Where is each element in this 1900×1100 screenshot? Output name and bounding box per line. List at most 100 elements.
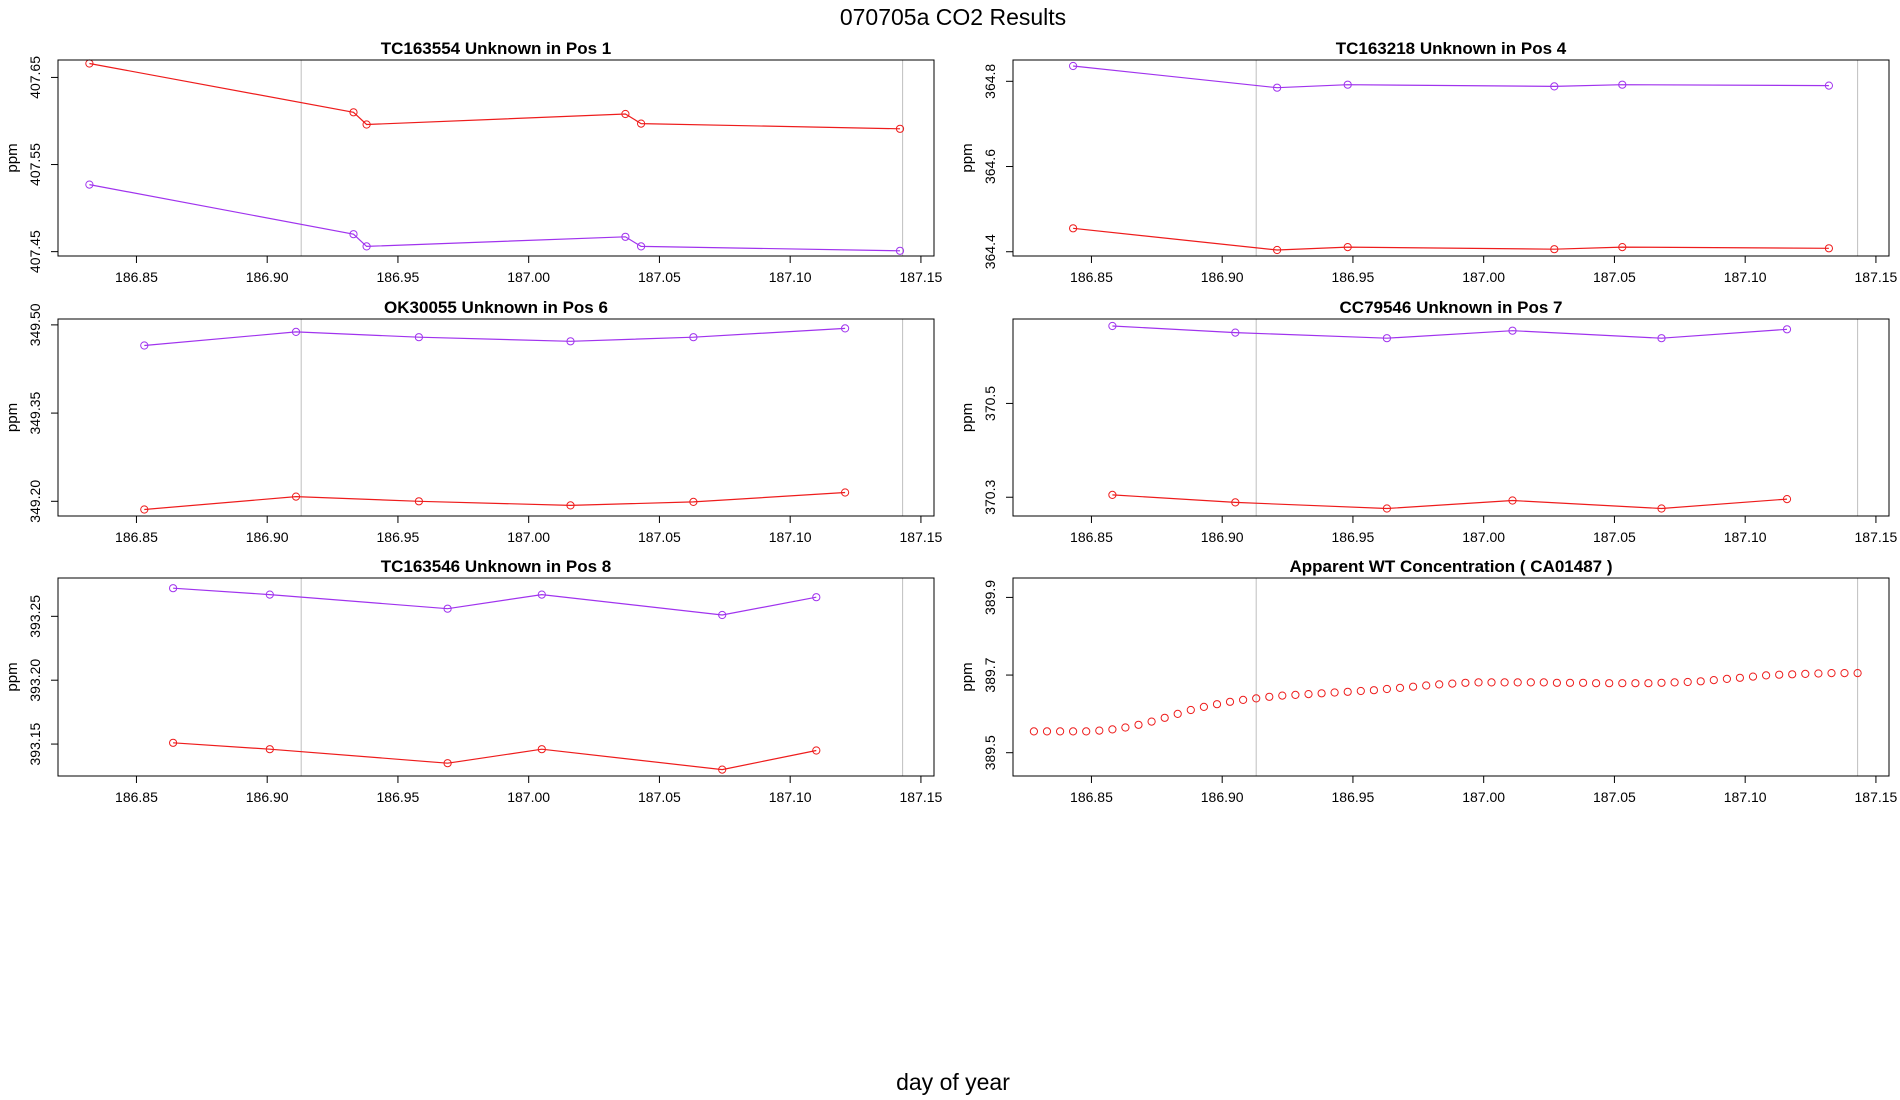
x-tick-label: 187.00 xyxy=(507,789,550,805)
data-point-red xyxy=(1696,677,1705,686)
data-point-red xyxy=(1827,669,1836,678)
data-point-red xyxy=(718,765,727,774)
data-point-red xyxy=(1108,725,1117,734)
data-point-red xyxy=(1265,692,1274,701)
data-point-red xyxy=(1160,713,1169,722)
panel-title: TC163554 Unknown in Pos 1 xyxy=(381,39,612,58)
data-point-red xyxy=(1291,690,1300,700)
x-tick-label: 186.90 xyxy=(1201,269,1244,285)
series-line-red xyxy=(1112,494,1788,510)
panel-title: TC163546 Unknown in Pos 8 xyxy=(381,557,612,576)
data-point-red xyxy=(169,738,178,747)
x-tick-label: 187.15 xyxy=(1855,529,1898,545)
data-point-red xyxy=(1422,681,1431,690)
x-tick-label: 187.10 xyxy=(1724,269,1767,285)
y-tick-label: 370.5 xyxy=(982,386,998,421)
data-point-red xyxy=(1317,689,1326,698)
data-point-red xyxy=(621,109,630,119)
y-tick-label: 349.20 xyxy=(27,480,43,523)
x-tick-label: 187.15 xyxy=(900,789,943,805)
series-line-red xyxy=(144,491,846,511)
data-point-red xyxy=(1782,495,1792,504)
data-point-red xyxy=(1775,670,1784,679)
data-point-red xyxy=(1448,679,1457,688)
data-point-red xyxy=(537,745,546,754)
x-tick-label: 186.90 xyxy=(1201,529,1244,545)
y-tick-label: 389.5 xyxy=(982,735,998,770)
data-point-red xyxy=(1618,243,1627,252)
data-point-red xyxy=(1840,669,1849,678)
panels: TC163554 Unknown in Pos 1 186.85 186.90 186… xyxy=(4,39,1898,805)
data-point-red xyxy=(1134,720,1143,729)
data-point-red xyxy=(1709,676,1718,685)
data-point-purple xyxy=(1069,61,1078,71)
series-line-purple xyxy=(144,327,846,347)
data-point-purple xyxy=(1618,80,1627,89)
data-point-red xyxy=(1474,678,1483,687)
x-tick-label: 186.85 xyxy=(115,269,158,285)
data-point-red xyxy=(1500,678,1509,687)
data-point-red xyxy=(566,501,575,510)
y-tick-label: 349.50 xyxy=(27,303,43,346)
x-tick-label: 186.95 xyxy=(377,269,420,285)
data-point-red xyxy=(1239,695,1248,705)
data-point-red xyxy=(1278,691,1287,700)
series-line-purple xyxy=(1073,65,1829,89)
x-tick-label: 187.10 xyxy=(769,529,812,545)
x-tick-label: 186.95 xyxy=(377,529,420,545)
series-line-purple xyxy=(1112,325,1788,339)
data-point-red xyxy=(443,759,452,768)
plot-frame xyxy=(1012,59,1890,257)
x-tick-label: 187.00 xyxy=(507,269,550,285)
x-tick-label: 187.05 xyxy=(1593,529,1636,545)
x-tick-label: 187.05 xyxy=(1593,789,1636,805)
data-point-red xyxy=(1618,679,1627,688)
data-point-red xyxy=(1212,700,1222,709)
panel-title: OK30055 Unknown in Pos 6 xyxy=(384,298,608,317)
data-point-red xyxy=(291,492,301,501)
data-point-red xyxy=(1513,678,1522,687)
data-point-red xyxy=(1762,671,1771,680)
chart-panel-4: CC79546 Unknown in Pos 7 186.85 186.90 186.… xyxy=(959,298,1898,545)
data-point-purple xyxy=(1231,328,1240,337)
data-point-purple xyxy=(1657,334,1666,343)
data-point-red xyxy=(1657,504,1666,513)
x-tick-label: 186.95 xyxy=(1332,789,1375,805)
data-point-purple xyxy=(1108,321,1117,331)
data-point-red xyxy=(1683,677,1692,687)
data-point-purple xyxy=(414,333,423,342)
y-axis-label: ppm xyxy=(959,143,976,172)
series-line-red xyxy=(173,742,817,771)
data-point-red xyxy=(414,497,423,506)
data-point-red xyxy=(1788,670,1797,679)
data-point-red xyxy=(1382,684,1392,694)
data-point-red xyxy=(1356,686,1365,696)
data-point-red xyxy=(1069,727,1078,736)
data-point-purple xyxy=(362,242,371,251)
y-tick-label: 389.9 xyxy=(982,580,998,615)
data-point-red xyxy=(1592,679,1601,688)
x-tick-label: 187.15 xyxy=(900,529,943,545)
data-point-purple xyxy=(1382,334,1392,343)
data-point-purple xyxy=(140,341,149,350)
data-point-purple xyxy=(349,230,358,239)
data-point-purple xyxy=(1343,80,1352,89)
data-point-red xyxy=(140,505,149,514)
y-tick-label: 393.20 xyxy=(27,659,43,702)
data-point-red xyxy=(1273,245,1282,255)
y-tick-label: 407.45 xyxy=(27,230,43,273)
panel-title: Apparent WT Concentration ( CA01487 ) xyxy=(1289,557,1612,576)
series-line-red xyxy=(1073,227,1829,251)
y-tick-label: 364.8 xyxy=(982,64,998,99)
x-tick-label: 187.00 xyxy=(1462,529,1505,545)
y-axis-label: ppm xyxy=(4,403,21,432)
chart-panel-3: OK30055 Unknown in Pos 6 186.85 186.90 186.… xyxy=(4,298,943,545)
x-tick-label: 187.00 xyxy=(507,529,550,545)
plot-frame xyxy=(57,577,935,777)
y-tick-label: 364.4 xyxy=(982,234,998,269)
data-point-purple xyxy=(169,584,178,593)
y-tick-label: 393.15 xyxy=(27,722,43,765)
data-point-red xyxy=(1657,678,1666,687)
data-point-red xyxy=(1304,690,1313,699)
